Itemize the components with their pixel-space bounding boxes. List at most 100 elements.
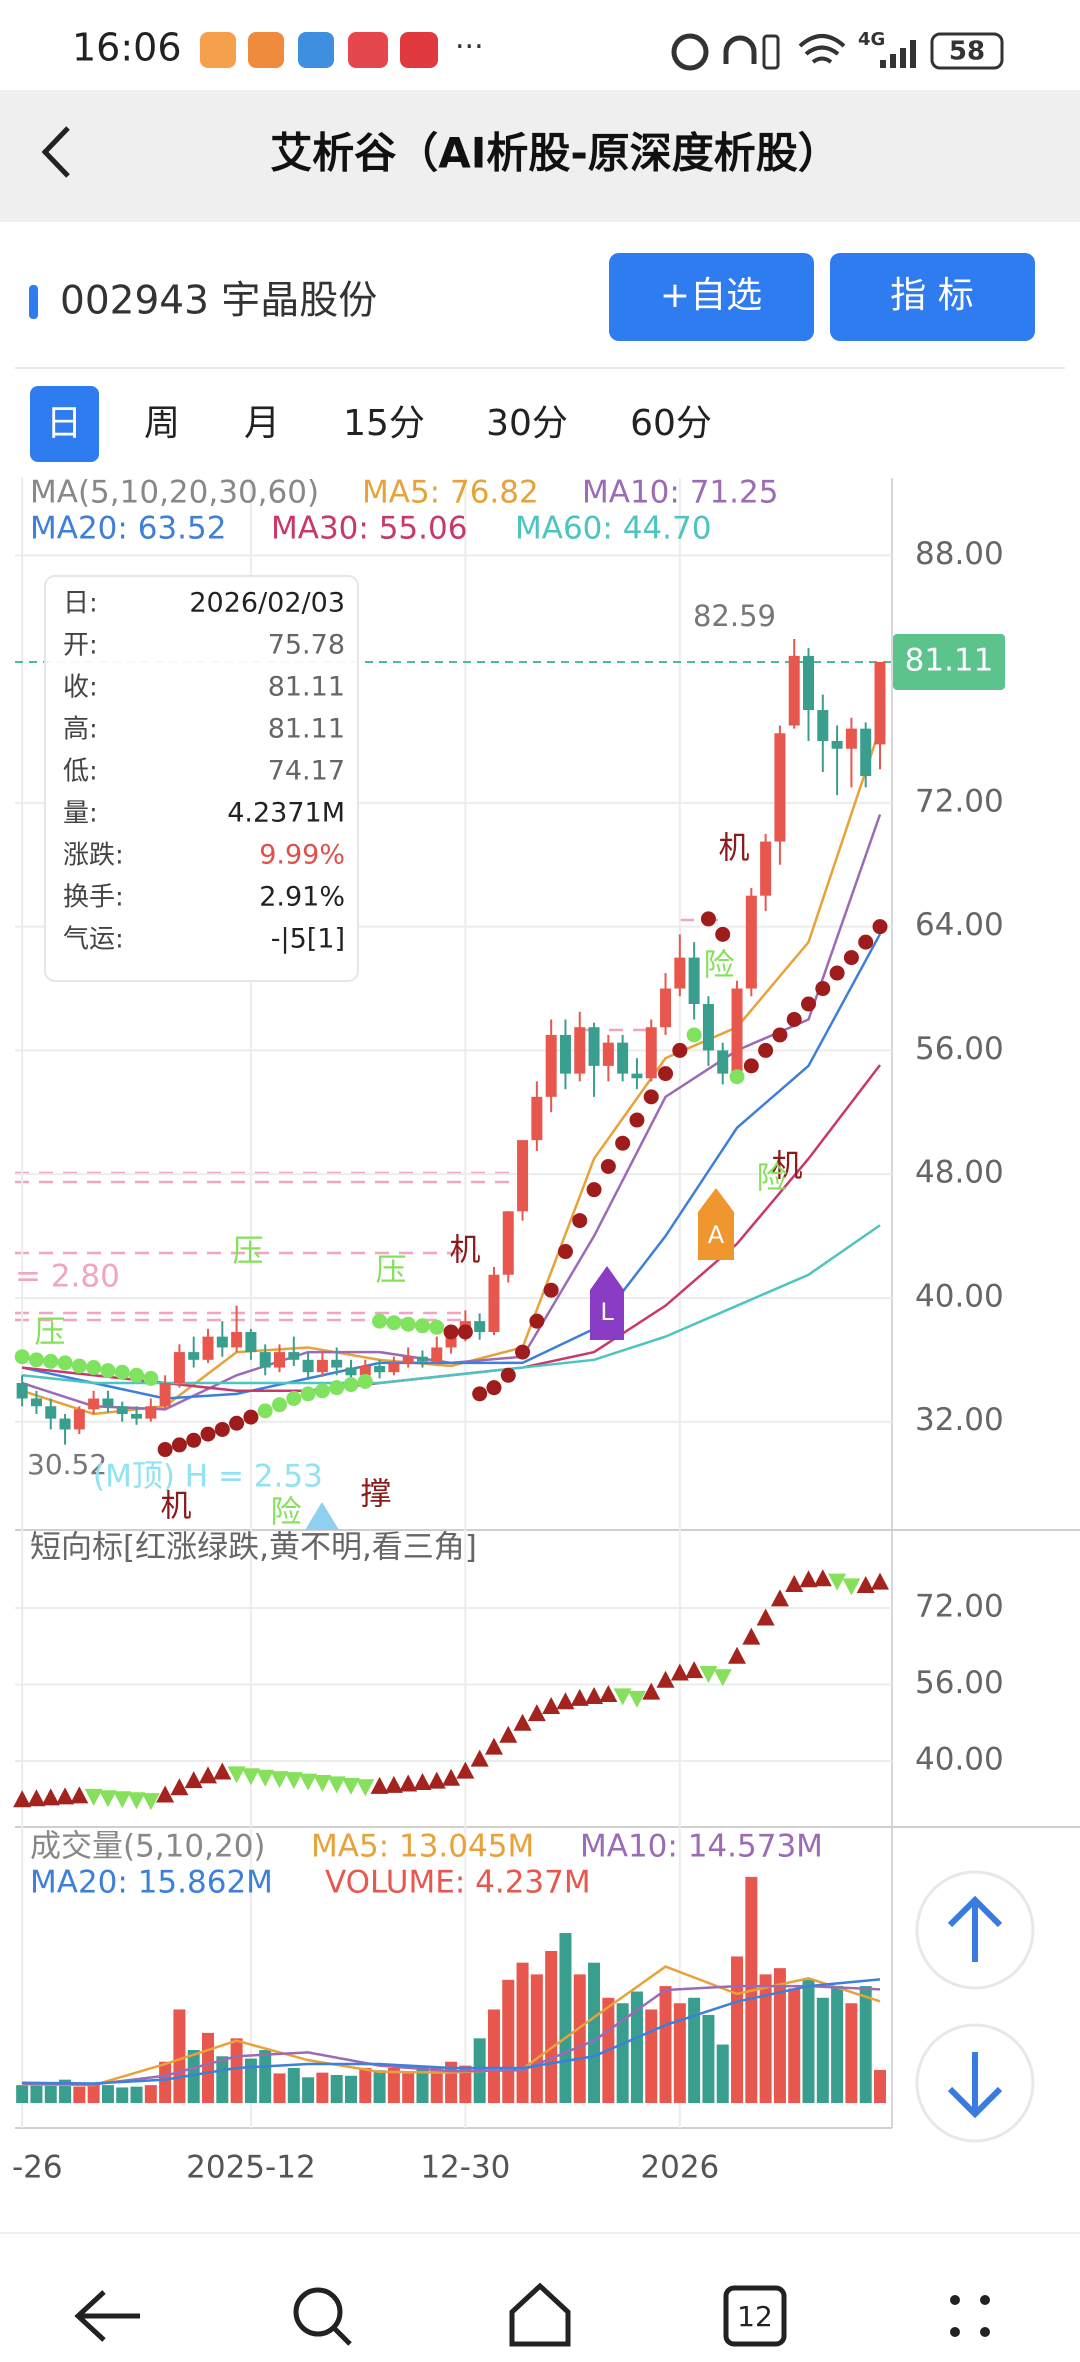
battery-icon <box>930 32 1004 70</box>
tab[interactable]: 30分 <box>486 403 568 444</box>
down-arrow <box>947 2052 1003 2119</box>
signal-badge <box>305 1502 339 1530</box>
annotation: 险 <box>704 948 735 984</box>
down-triangle <box>256 1769 275 1787</box>
sar-dot <box>157 1442 173 1458</box>
info-label: 日: <box>63 589 98 619</box>
nav-search[interactable] <box>293 2287 343 2337</box>
nav-tabs[interactable] <box>723 2285 787 2347</box>
nav-back[interactable] <box>74 2290 140 2342</box>
tab[interactable]: 15分 <box>343 403 425 444</box>
up-triangle <box>527 1704 546 1722</box>
up-triangle <box>213 1762 232 1780</box>
nav-menu[interactable] <box>950 2295 990 2337</box>
candle-body <box>259 1352 271 1368</box>
volume-bar <box>845 2003 858 2104</box>
candle-body <box>416 1356 428 1362</box>
sar-dot <box>229 1415 245 1431</box>
info-value: 81.11 <box>268 672 345 703</box>
candle-body <box>874 661 886 745</box>
volume-bar <box>330 2074 343 2104</box>
up-triangle <box>799 1570 818 1588</box>
sar-dot <box>186 1432 202 1448</box>
up-triangle <box>642 1682 661 1700</box>
up-triangle <box>199 1766 218 1784</box>
up-triangle <box>184 1771 203 1789</box>
dot <box>950 2327 960 2337</box>
tab[interactable]: 月 <box>244 403 280 444</box>
annotation: (M顶) H = 2.53 <box>93 1459 323 1495</box>
tab-selected <box>30 386 99 462</box>
volume-bar <box>287 2067 300 2104</box>
info-box <box>44 575 359 982</box>
sar-dot <box>815 981 831 997</box>
x-tick-label: 2025-12 <box>186 2150 316 2186</box>
volume-bar <box>788 1988 801 2104</box>
down-triangle <box>327 1776 346 1794</box>
candle-body <box>131 1413 143 1419</box>
down-triangle <box>270 1771 289 1789</box>
volume-bar <box>44 2085 57 2104</box>
alarm-icon <box>671 33 709 71</box>
up-triangle <box>56 1787 75 1805</box>
sar-dot <box>14 1349 30 1365</box>
candle-body <box>574 1027 586 1074</box>
volume-bar <box>588 1962 601 2104</box>
up-triangle <box>427 1771 446 1789</box>
sar-dot <box>57 1355 73 1371</box>
volume-bar <box>244 2058 257 2104</box>
up-triangle <box>513 1713 532 1731</box>
volume-bar <box>159 2061 172 2104</box>
tab[interactable]: 周 <box>144 403 180 444</box>
candle-body <box>702 1004 714 1051</box>
down-triangle <box>613 1688 632 1706</box>
back-button[interactable] <box>41 126 70 178</box>
candle-body <box>231 1331 243 1348</box>
indicator-button[interactable] <box>830 253 1035 341</box>
up-triangle <box>484 1737 503 1755</box>
down-triangle <box>627 1690 646 1708</box>
y-tick-label: 32.00 <box>915 1402 1004 1438</box>
sar-dot <box>86 1360 102 1376</box>
sar-dot <box>586 1182 602 1198</box>
watchlist-button[interactable] <box>609 253 814 341</box>
up-triangle <box>785 1575 804 1593</box>
ma-line <box>22 1984 881 2086</box>
annotation: 82.59 <box>693 599 776 633</box>
volume-bar <box>530 1974 543 2104</box>
period-tabs: 日 周 月 15分 30分 60分 <box>30 386 712 462</box>
volume-bar <box>573 1974 586 2104</box>
nav-home[interactable] <box>509 2282 571 2347</box>
volume-bar <box>487 2009 500 2104</box>
sar-dot <box>615 1135 631 1151</box>
volume-bar <box>430 2067 443 2104</box>
sar-dot <box>272 1397 288 1413</box>
volume-bar <box>831 1986 844 2104</box>
candle-body <box>445 1336 457 1348</box>
sar-dot <box>529 1313 545 1329</box>
candle-body <box>559 1034 571 1074</box>
info-value: 9.99% <box>259 840 345 871</box>
volume-bar <box>630 1991 643 2104</box>
down-triangle <box>127 1792 146 1810</box>
candle-body <box>73 1409 85 1430</box>
up-triangle <box>499 1725 518 1743</box>
info-label: 涨跌: <box>63 841 124 871</box>
legend-entry: MA5: 76.82 <box>362 475 539 511</box>
sar-dot <box>801 996 817 1012</box>
candle-body <box>30 1398 42 1407</box>
annotation: 撑 <box>361 1477 392 1513</box>
sar-dot <box>143 1370 159 1386</box>
legend-entry: MA30: 55.06 <box>271 511 467 547</box>
tab[interactable]: 60分 <box>630 403 712 444</box>
up-triangle <box>370 1776 389 1794</box>
sar-dot <box>672 1042 688 1058</box>
volume-bar <box>216 2056 229 2104</box>
sar-dot <box>629 1112 645 1128</box>
candle-body <box>145 1406 157 1419</box>
volume-bar <box>402 2073 415 2104</box>
tab[interactable]: 日 <box>46 403 82 444</box>
candle-body <box>531 1096 543 1141</box>
annotation: 30.52 <box>27 1448 107 1481</box>
